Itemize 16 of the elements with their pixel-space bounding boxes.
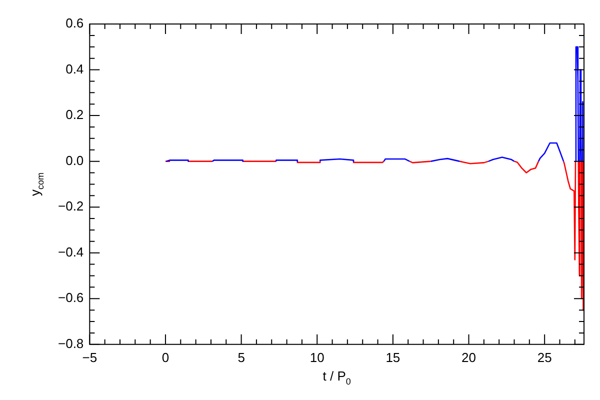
x-tick-label: 25 bbox=[537, 350, 552, 365]
y-axis-title: ycom bbox=[28, 172, 46, 196]
x-tick-label: 0 bbox=[162, 350, 170, 365]
y-tick-label: 0.4 bbox=[66, 61, 84, 76]
x-tick-label: 20 bbox=[462, 350, 476, 365]
x-tick-label: 5 bbox=[238, 350, 245, 365]
y-tick-label: −0.6 bbox=[58, 290, 84, 306]
x-tick-label: 15 bbox=[386, 350, 400, 365]
y-tick-label: 0.6 bbox=[66, 16, 84, 31]
y-tick-label: 0.0 bbox=[66, 152, 84, 168]
y-tick-label: −0.2 bbox=[58, 198, 84, 214]
y-tick-label: −0.4 bbox=[58, 244, 84, 260]
x-tick-label: 10 bbox=[310, 350, 324, 365]
y-tick-label: −0.8 bbox=[58, 336, 84, 351]
x-tick-label: −5 bbox=[82, 350, 98, 365]
y-tick-label: 0.2 bbox=[66, 107, 84, 122]
